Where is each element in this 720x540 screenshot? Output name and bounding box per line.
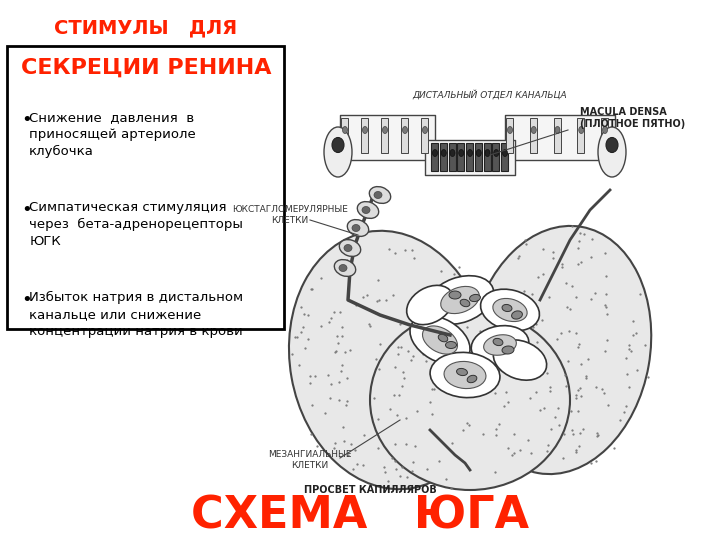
Ellipse shape xyxy=(357,201,379,218)
Bar xyxy=(449,143,456,171)
Ellipse shape xyxy=(469,294,480,301)
Ellipse shape xyxy=(476,150,481,157)
Ellipse shape xyxy=(352,225,360,232)
Ellipse shape xyxy=(493,339,503,346)
Text: Снижение  давления  в
приносящей артериоле
клубочка: Снижение давления в приносящей артериоле… xyxy=(30,111,196,158)
Ellipse shape xyxy=(484,335,516,355)
Ellipse shape xyxy=(423,326,457,354)
Ellipse shape xyxy=(508,126,513,133)
Bar xyxy=(466,143,473,171)
Ellipse shape xyxy=(402,126,408,133)
Ellipse shape xyxy=(469,226,652,474)
Ellipse shape xyxy=(493,340,546,380)
Ellipse shape xyxy=(362,126,367,133)
Ellipse shape xyxy=(334,260,356,276)
Text: ДИСТАЛЬНЫЙ ОТДЕЛ КАНАЛЬЦА: ДИСТАЛЬНЫЙ ОТДЕЛ КАНАЛЬЦА xyxy=(413,90,567,100)
Ellipse shape xyxy=(502,346,514,354)
Text: •: • xyxy=(21,111,32,129)
Ellipse shape xyxy=(438,334,448,342)
Ellipse shape xyxy=(603,126,608,133)
Bar xyxy=(361,118,368,153)
Bar xyxy=(492,143,499,171)
Text: Симпатическая стимуляция
через  бета-адренорецепторы
ЮГК: Симпатическая стимуляция через бета-адре… xyxy=(30,201,243,248)
Text: ЮКСТАГЛОМЕРУЛЯРНЫЕ
КЛЕТКИ: ЮКСТАГЛОМЕРУЛЯРНЫЕ КЛЕТКИ xyxy=(232,205,348,225)
Bar xyxy=(506,118,513,153)
Bar xyxy=(421,118,428,153)
Ellipse shape xyxy=(502,305,512,312)
Ellipse shape xyxy=(555,126,560,133)
Bar xyxy=(474,143,482,171)
Ellipse shape xyxy=(598,127,626,177)
Ellipse shape xyxy=(579,126,584,133)
Ellipse shape xyxy=(480,289,539,331)
Text: СХЕМА   ЮГА: СХЕМА ЮГА xyxy=(191,494,529,537)
Text: СЕКРЕЦИИ РЕНИНА: СЕКРЕЦИИ РЕНИНА xyxy=(21,58,271,78)
Bar xyxy=(341,118,348,153)
Text: •: • xyxy=(21,291,32,309)
Bar xyxy=(501,143,508,171)
Ellipse shape xyxy=(324,127,352,177)
Text: MACULA DENSA
(ПЛОТНОЕ ПЯТНО): MACULA DENSA (ПЛОТНОЕ ПЯТНО) xyxy=(580,107,685,129)
Text: СТИМУЛЫ   ДЛЯ: СТИМУЛЫ ДЛЯ xyxy=(54,18,238,37)
Bar xyxy=(484,143,490,171)
Ellipse shape xyxy=(426,276,494,325)
Text: Избыток натрия в дистальном
канальце или снижение
концентрации натрия в крови: Избыток натрия в дистальном канальце или… xyxy=(30,291,243,338)
Ellipse shape xyxy=(449,291,461,299)
Ellipse shape xyxy=(369,187,391,204)
Ellipse shape xyxy=(606,138,618,152)
Ellipse shape xyxy=(339,265,347,272)
Bar xyxy=(401,118,408,153)
Ellipse shape xyxy=(503,150,508,157)
Ellipse shape xyxy=(531,126,536,133)
Bar xyxy=(554,118,560,153)
Ellipse shape xyxy=(430,353,500,397)
Bar xyxy=(601,118,608,153)
Ellipse shape xyxy=(343,126,348,133)
Ellipse shape xyxy=(493,299,527,321)
Ellipse shape xyxy=(472,326,528,365)
Text: ПРОСВЕТ КАПИЛЛЯРОВ: ПРОСВЕТ КАПИЛЛЯРОВ xyxy=(304,485,436,495)
Ellipse shape xyxy=(441,150,446,157)
Ellipse shape xyxy=(512,311,523,319)
Ellipse shape xyxy=(460,299,470,307)
Ellipse shape xyxy=(407,285,454,325)
Ellipse shape xyxy=(485,150,490,157)
Ellipse shape xyxy=(382,126,387,133)
Ellipse shape xyxy=(459,150,464,157)
Ellipse shape xyxy=(332,138,344,152)
Ellipse shape xyxy=(289,231,491,489)
Ellipse shape xyxy=(450,150,455,157)
Ellipse shape xyxy=(444,361,486,389)
Text: МЕЗАНГИАЛЬНЫЕ
КЛЕТКИ: МЕЗАНГИАЛЬНЫЕ КЛЕТКИ xyxy=(269,450,352,470)
Ellipse shape xyxy=(467,375,477,383)
Ellipse shape xyxy=(370,310,570,490)
Ellipse shape xyxy=(410,315,470,364)
Bar xyxy=(577,118,584,153)
Ellipse shape xyxy=(374,192,382,199)
Ellipse shape xyxy=(467,150,472,157)
Ellipse shape xyxy=(494,150,499,157)
Bar xyxy=(530,118,536,153)
FancyBboxPatch shape xyxy=(7,46,284,329)
Bar xyxy=(457,143,464,171)
Ellipse shape xyxy=(347,220,369,237)
Ellipse shape xyxy=(339,240,361,256)
Text: •: • xyxy=(21,201,32,219)
Ellipse shape xyxy=(344,245,352,252)
Ellipse shape xyxy=(446,341,456,348)
Ellipse shape xyxy=(362,206,370,213)
Bar xyxy=(431,143,438,171)
Ellipse shape xyxy=(433,150,438,157)
Bar xyxy=(381,118,388,153)
Ellipse shape xyxy=(423,126,428,133)
Ellipse shape xyxy=(456,368,467,376)
Ellipse shape xyxy=(441,286,480,314)
Bar xyxy=(440,143,446,171)
